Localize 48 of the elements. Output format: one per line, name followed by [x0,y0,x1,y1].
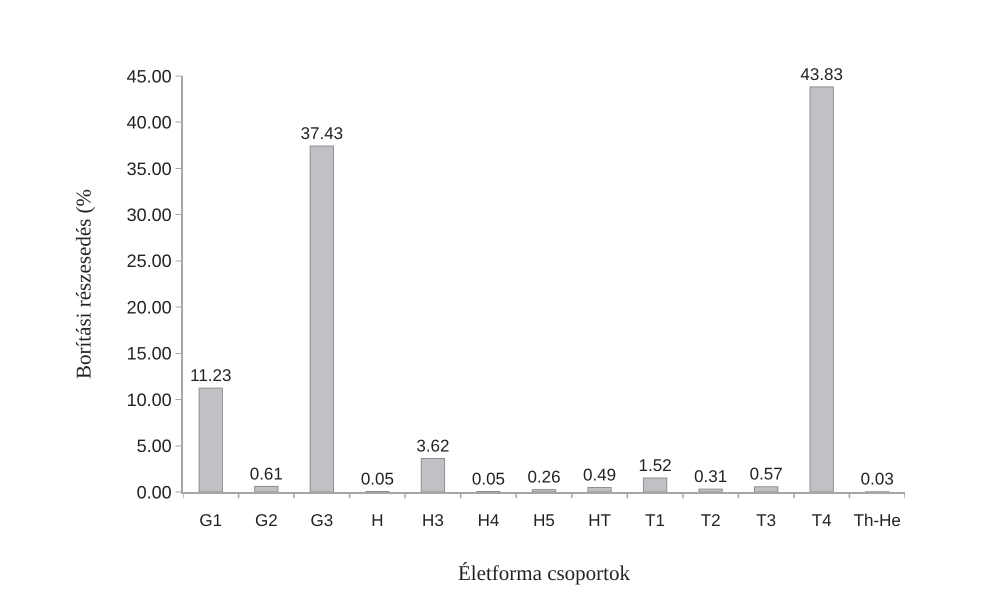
data-label: 11.23 [190,366,232,386]
x-tick-label: T2 [700,511,721,530]
y-tick-label: 25.00 [126,251,172,272]
y-tick-label: 20.00 [126,297,172,318]
bar [254,486,278,492]
x-tick-label: T3 [756,511,776,530]
data-label: 43.83 [800,64,843,84]
x-axis-title: Életforma csoportok [458,560,631,585]
x-tick-label: T4 [812,511,832,530]
data-label: 0.49 [582,465,616,484]
x-tick-label: HT [588,511,611,530]
data-label: 0.57 [750,464,783,484]
bar [754,486,778,492]
x-tick-label: H [371,511,384,530]
x-tick-label: H5 [533,511,555,530]
data-label: 1.52 [638,456,672,475]
x-tick-label: Th-He [854,511,901,530]
data-label: 0.31 [694,467,728,486]
data-label: 0.61 [250,464,283,484]
y-tick-label: 35.00 [126,158,172,179]
x-tick-label: G2 [254,511,278,530]
bar [587,486,612,492]
y-tick-label: 45.00 [126,66,172,86]
bar [698,488,723,492]
y-axis-title: Borítási részesedés (% [71,188,96,380]
y-tick-label: 40.00 [126,112,172,133]
data-label: 0.05 [472,470,506,489]
data-label: 0.05 [360,470,394,489]
y-tick-label: 30.00 [126,204,172,225]
data-label: 3.62 [416,436,450,456]
bar [310,145,334,492]
x-tick-label: G1 [199,511,222,530]
data-label: 0.26 [527,468,561,487]
y-tick-label: 10.00 [126,390,172,410]
x-tick-label: H4 [478,511,500,530]
bar [198,388,223,492]
x-tick-label: T1 [645,511,665,530]
bar [642,477,668,492]
x-tick-label: G3 [310,511,334,530]
y-tick-label: 15.00 [126,344,172,364]
data-label: 0.03 [860,470,894,489]
bar [420,458,446,492]
y-tick-label: 5.00 [136,436,172,456]
bar [810,86,834,492]
bar [532,489,556,492]
x-tick-label: H3 [422,511,444,530]
data-label: 37.43 [300,124,344,143]
y-tick-label: 0.00 [136,482,172,502]
